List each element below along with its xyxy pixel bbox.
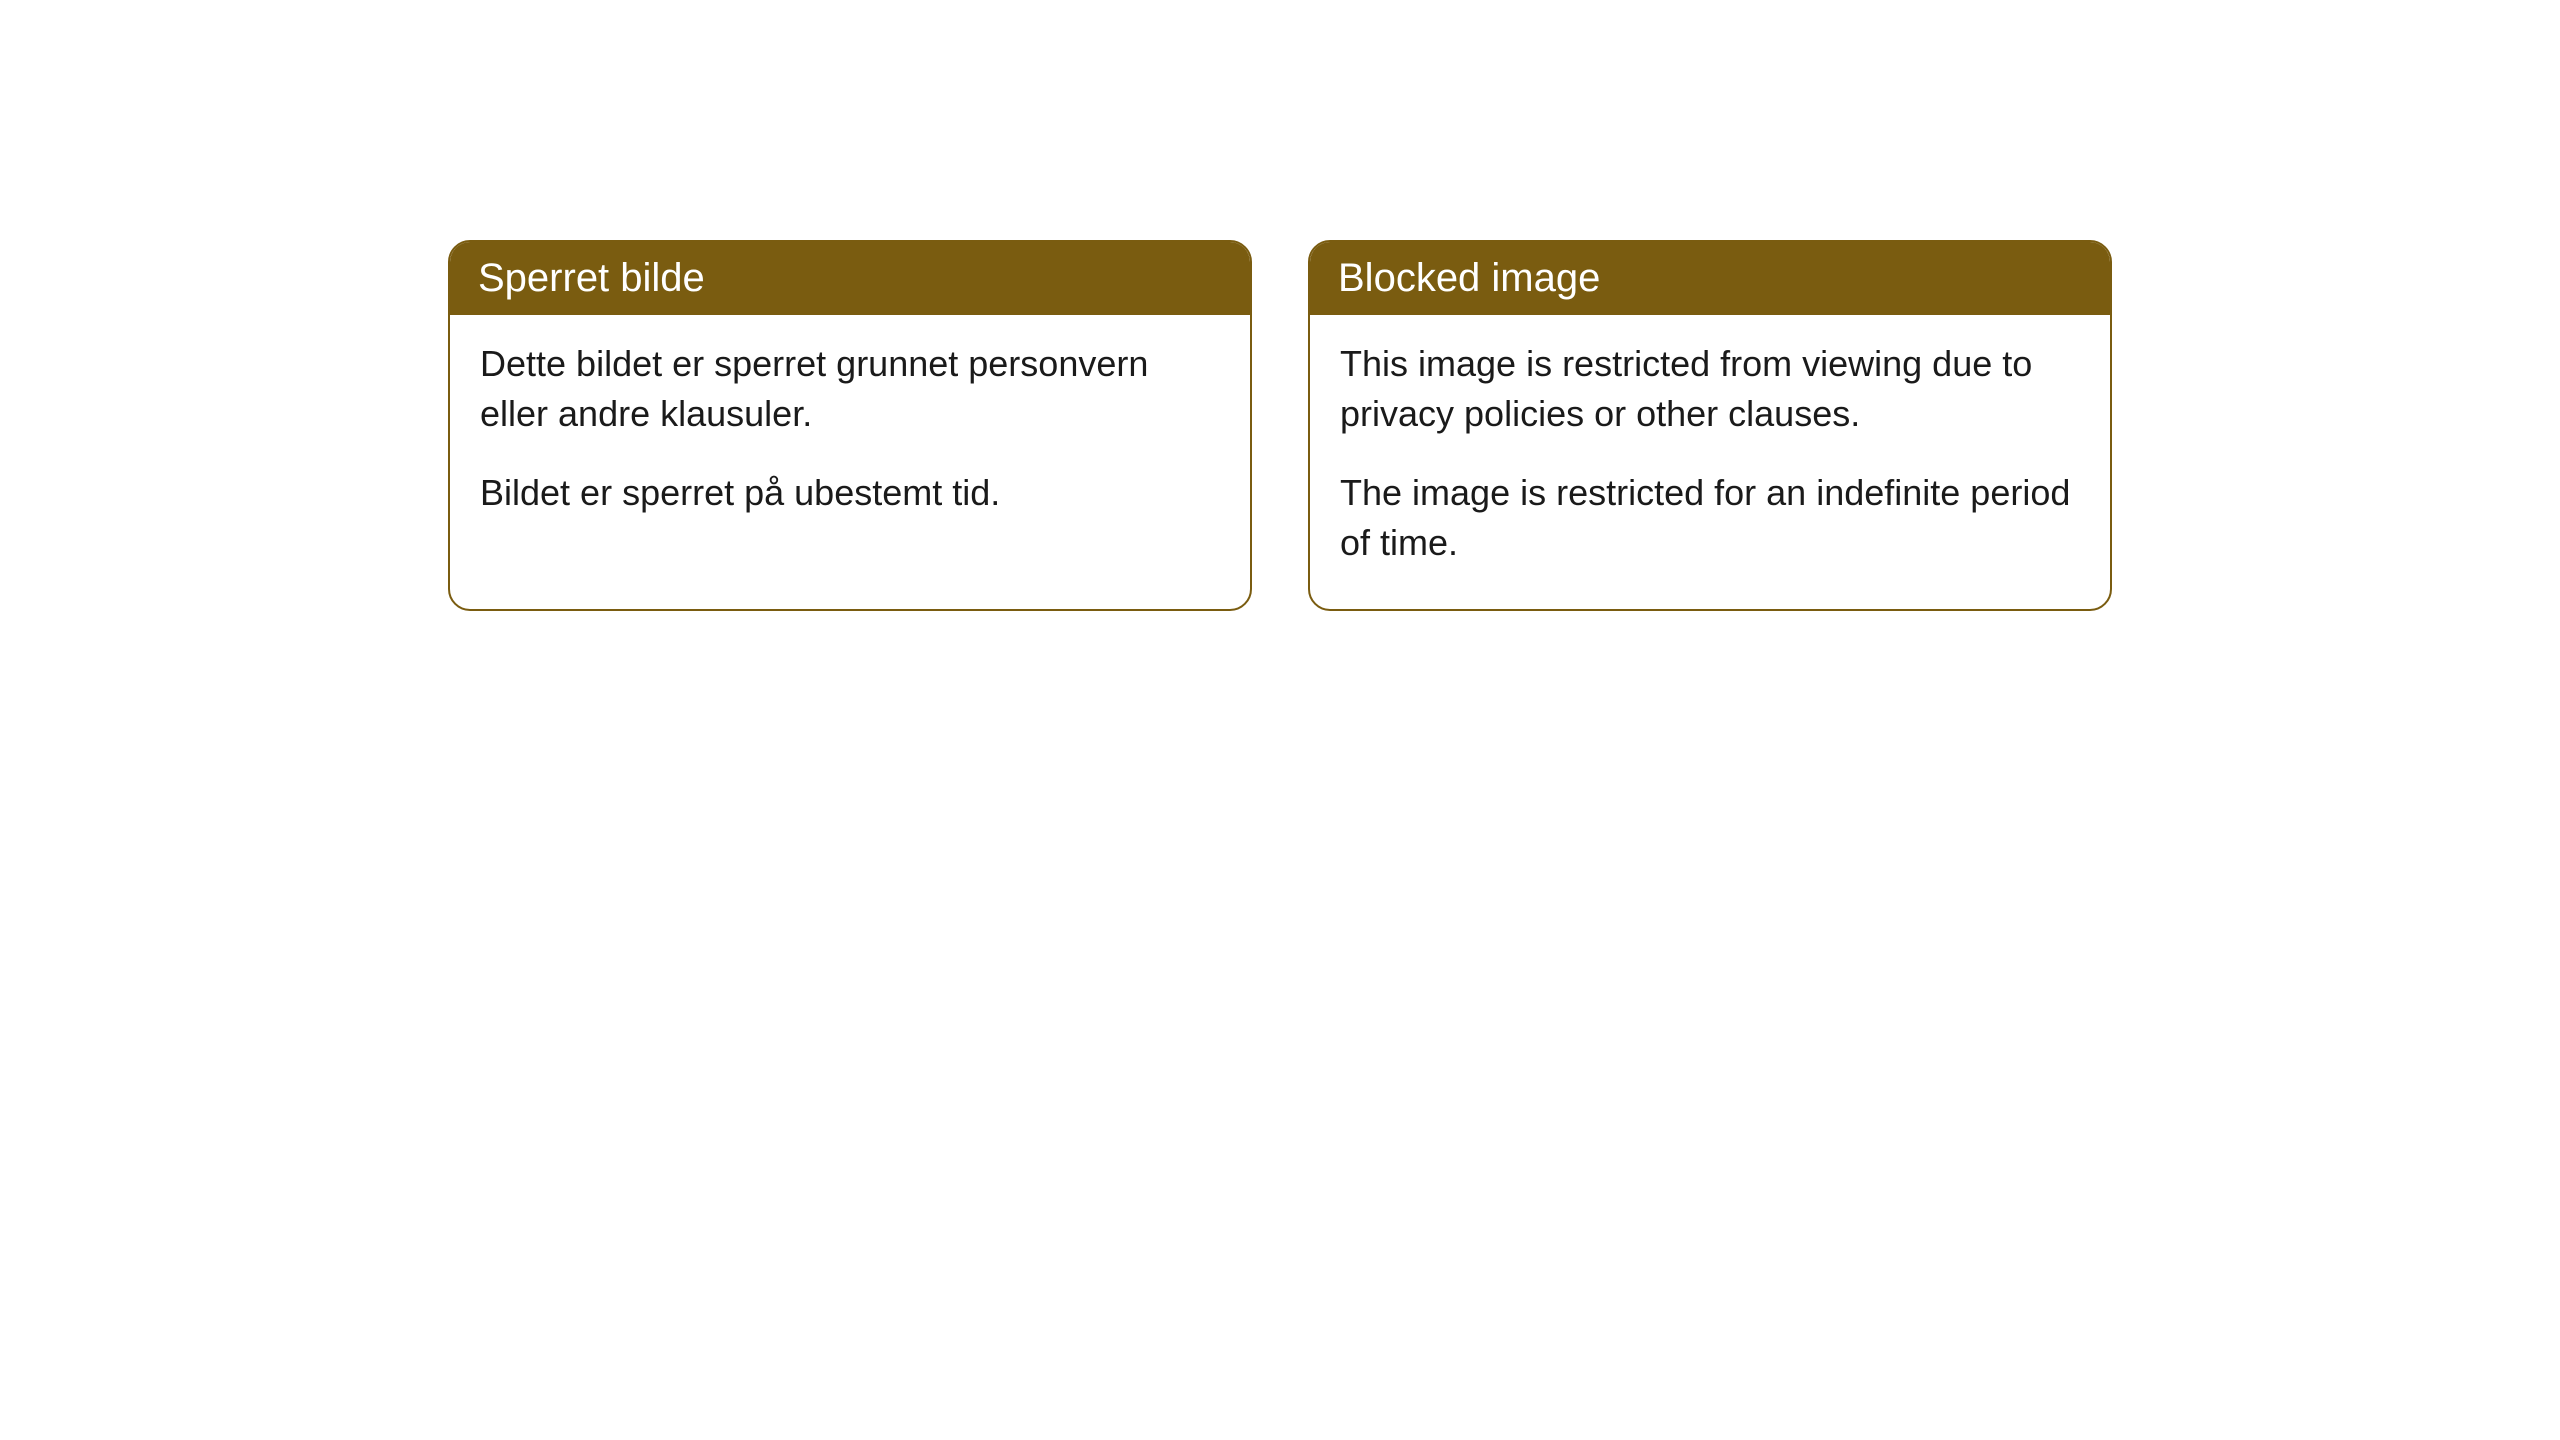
card-title-en: Blocked image (1338, 256, 1600, 300)
card-title-no: Sperret bilde (478, 256, 705, 300)
blocked-image-card-no: Sperret bilde Dette bildet er sperret gr… (448, 240, 1252, 611)
card-header-no: Sperret bilde (450, 242, 1250, 315)
card-para2-en: The image is restricted for an indefinit… (1340, 468, 2080, 569)
card-container: Sperret bilde Dette bildet er sperret gr… (0, 240, 2560, 611)
card-body-no: Dette bildet er sperret grunnet personve… (450, 315, 1250, 558)
blocked-image-card-en: Blocked image This image is restricted f… (1308, 240, 2112, 611)
card-para1-en: This image is restricted from viewing du… (1340, 339, 2080, 440)
card-body-en: This image is restricted from viewing du… (1310, 315, 2110, 609)
card-header-en: Blocked image (1310, 242, 2110, 315)
card-para2-no: Bildet er sperret på ubestemt tid. (480, 468, 1220, 518)
card-para1-no: Dette bildet er sperret grunnet personve… (480, 339, 1220, 440)
